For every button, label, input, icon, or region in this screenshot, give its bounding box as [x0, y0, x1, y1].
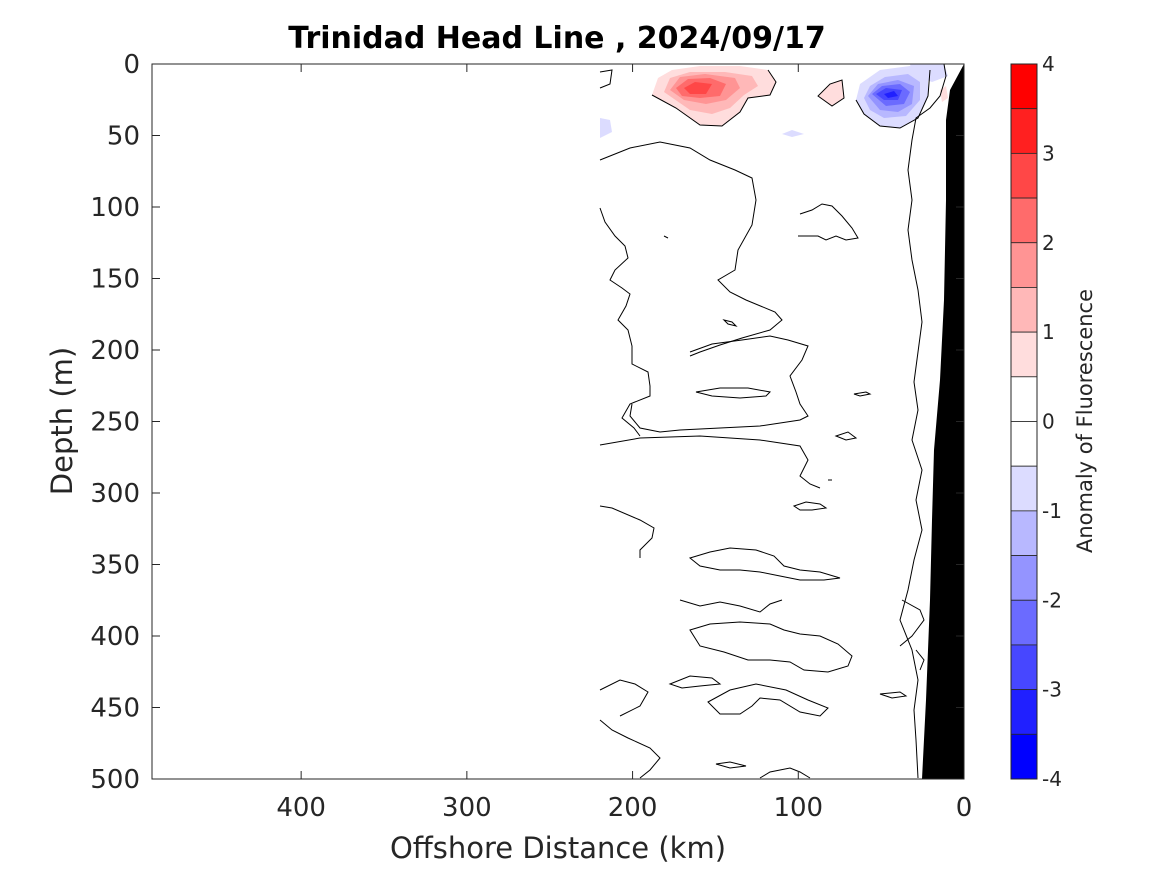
y-tick-label: 250 — [90, 408, 140, 438]
colorbar-level — [1010, 733, 1038, 780]
y-axis-title: Depth (m) — [45, 347, 79, 495]
colorbar-tick-label: 1 — [1042, 320, 1055, 344]
x-axis: 400 300 200 100 0 — [276, 64, 972, 823]
negative-anomaly-patch — [600, 64, 948, 138]
x-tick-label: 300 — [442, 793, 492, 823]
y-tick-label: 150 — [90, 265, 140, 295]
contour-lines — [599, 63, 947, 779]
colorbar-level — [1010, 63, 1038, 110]
colorbar-level — [1010, 331, 1038, 378]
colorbar-level — [1010, 465, 1038, 512]
colorbar-tick-label: 3 — [1042, 141, 1055, 165]
x-tick-label: 400 — [276, 793, 326, 823]
x-tick-label: 0 — [956, 793, 973, 823]
colorbar-level — [1010, 287, 1038, 333]
y-tick-label: 400 — [90, 622, 140, 652]
colorbar-tick-label: 4 — [1042, 52, 1055, 76]
colorbar: 4 3 2 1 0 -1 -2 -3 -4 — [1010, 52, 1062, 791]
colorbar-tick-label: 2 — [1042, 231, 1055, 255]
colorbar-frame — [1010, 63, 1038, 780]
x-axis-title: Offshore Distance (km) — [390, 831, 726, 865]
y-tick-label: 0 — [123, 50, 140, 80]
colorbar-title: Anomaly of Fluorescence — [1073, 289, 1097, 553]
colorbar-tick-label: 0 — [1042, 410, 1055, 434]
y-tick-label: 100 — [90, 193, 140, 223]
seafloor-bathymetry — [922, 64, 964, 779]
colorbar-level — [1010, 510, 1038, 556]
colorbar-level — [1010, 689, 1038, 735]
x-tick-label: 200 — [608, 793, 658, 823]
chart-title: Trinidad Head Line , 2024/09/17 — [288, 21, 825, 56]
y-tick-label: 200 — [90, 336, 140, 366]
colorbar-tick-label: -3 — [1042, 678, 1062, 702]
colorbar-level — [1010, 197, 1038, 244]
colorbar-level — [1010, 108, 1038, 154]
colorbar-level — [1010, 599, 1038, 646]
x-tick-label: 100 — [773, 793, 823, 823]
colorbar-level — [1010, 376, 1038, 422]
colorbar-level — [1010, 421, 1038, 467]
colorbar-tick-label: -4 — [1042, 767, 1062, 791]
colorbar-tick-label: -1 — [1042, 499, 1062, 523]
colorbar-level — [1010, 555, 1038, 601]
colorbar-tick-label: -2 — [1042, 588, 1062, 612]
y-tick-label: 300 — [90, 479, 140, 509]
y-tick-label: 350 — [90, 551, 140, 581]
positive-anomaly-patch — [652, 66, 948, 126]
y-tick-label: 50 — [107, 122, 140, 152]
y-tick-label: 500 — [90, 765, 140, 795]
y-axis: 0 50 100 150 200 250 300 350 400 450 500 — [90, 50, 964, 795]
colorbar-level — [1010, 152, 1038, 199]
colorbar-level — [1010, 644, 1038, 691]
colorbar-level — [1010, 242, 1038, 288]
plot-area — [152, 64, 964, 779]
y-tick-label: 450 — [90, 694, 140, 724]
